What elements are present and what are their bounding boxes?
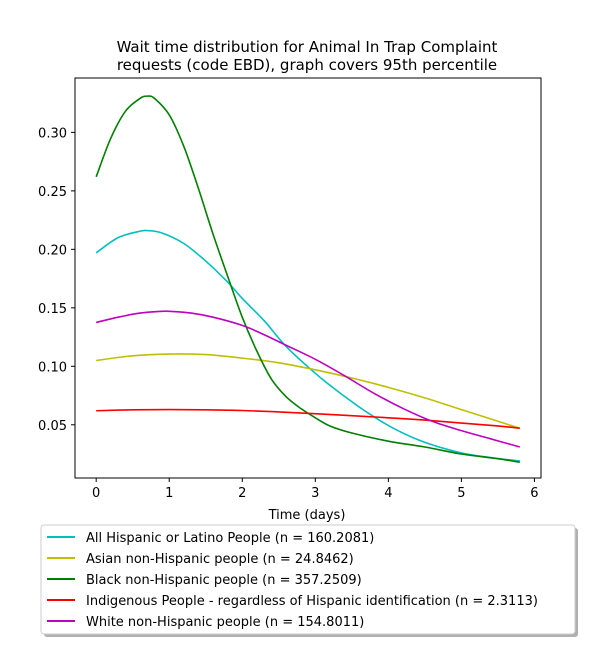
series-lines [95, 95, 521, 464]
y-tick-label: 0.30 [38, 126, 67, 141]
x-tick-label: 2 [238, 486, 246, 501]
legend-label-2: Asian non-Hispanic people (n = 24.8462) [86, 552, 354, 567]
series-line-1 [95, 229, 520, 462]
y-tick-label: 0.10 [38, 360, 67, 375]
y-tick-label: 0.05 [38, 419, 67, 434]
chart-title-line-2: requests (code EBD), graph covers 95th p… [117, 56, 497, 74]
plot-area-frame [74, 77, 542, 479]
legend: All Hispanic or Latino People (n = 160.2… [47, 531, 538, 630]
x-tick-label: 3 [311, 486, 319, 501]
y-tick-label: 0.20 [38, 243, 67, 258]
y-tick-label: 0.25 [38, 185, 67, 200]
x-axis-ticks: 0 1 2 3 4 5 6 [92, 478, 539, 501]
x-tick-label: 6 [530, 486, 538, 501]
y-axis-ticks: 0.05 0.10 0.15 0.20 0.25 0.30 [38, 126, 75, 434]
x-tick-label: 5 [457, 486, 465, 501]
legend-label-1: All Hispanic or Latino People (n = 160.2… [86, 531, 374, 546]
series-line-5 [95, 310, 521, 448]
legend-label-3: Black non-Hispanic people (n = 357.2509) [86, 573, 362, 588]
legend-label-5: White non-Hispanic people (n = 154.8011) [86, 615, 364, 630]
series-line-4 [96, 408, 520, 430]
x-tick-label: 1 [165, 486, 173, 501]
x-tick-label: 4 [384, 486, 392, 501]
x-axis-label: Time (days) [268, 508, 346, 523]
x-tick-label: 0 [92, 486, 100, 501]
y-tick-label: 0.15 [38, 302, 67, 317]
legend-box [40, 524, 576, 635]
legend-label-4: Indigenous People - regardless of Hispan… [86, 594, 538, 609]
series-line-3 [95, 95, 520, 464]
chart-title-line-1: Wait time distribution for Animal In Tra… [117, 38, 498, 56]
series-line-2 [96, 353, 521, 430]
